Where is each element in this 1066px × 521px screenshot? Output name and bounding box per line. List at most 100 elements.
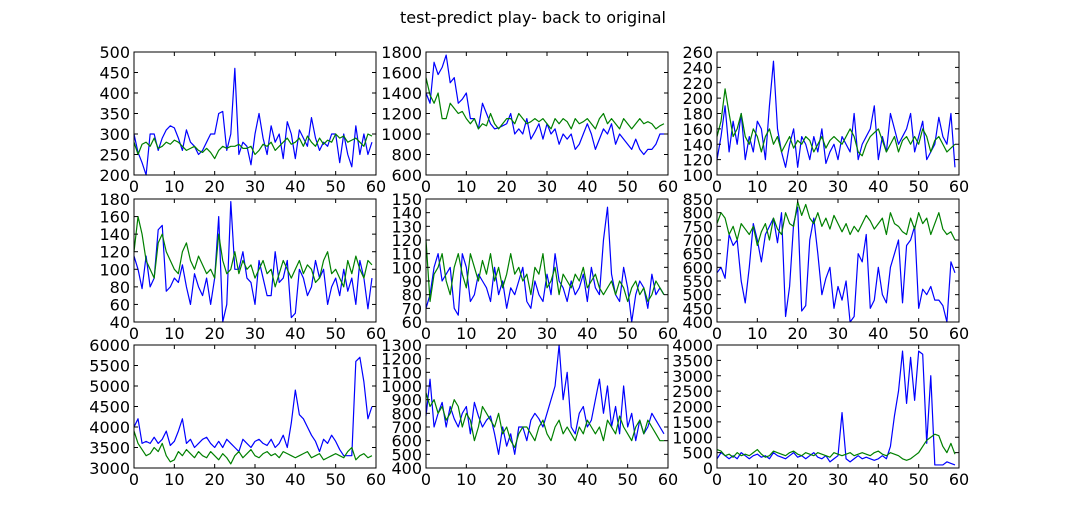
y-tick-label: 120: [99, 243, 130, 262]
y-tick-label: 700: [682, 231, 713, 250]
y-tick-label: 900: [391, 391, 422, 410]
x-tick-label: 60: [658, 177, 678, 196]
y-tick-label: 200: [99, 166, 130, 185]
y-tick-label: 1600: [381, 64, 422, 83]
x-tick-label: 40: [285, 470, 305, 489]
x-tick-label: 0: [421, 470, 431, 489]
series-line-2: [133, 430, 373, 465]
x-tick-label: 50: [325, 177, 345, 196]
y-tick-label: 80: [402, 286, 422, 305]
y-tick-label: 60: [402, 313, 422, 332]
x-tick-label: 50: [325, 470, 345, 489]
axes-frame: [425, 344, 669, 469]
y-tick-label: 70: [402, 299, 422, 318]
x-tick-label: 30: [828, 177, 848, 196]
series-line-1: [133, 201, 373, 323]
y-tick-label: 140: [391, 204, 422, 223]
series-line-2: [716, 433, 956, 461]
y-tick-label: 700: [391, 418, 422, 437]
y-tick-label: 120: [682, 151, 713, 170]
x-tick-label: 60: [366, 324, 386, 343]
y-tick-label: 800: [391, 146, 422, 165]
y-tick-label: 450: [99, 64, 130, 83]
y-tick-label: 180: [682, 105, 713, 124]
y-tick-label: 60: [110, 295, 130, 314]
x-tick-label: 30: [828, 470, 848, 489]
series-line-1: [425, 344, 665, 455]
x-tick-label: 60: [366, 470, 386, 489]
y-tick-label: 4000: [89, 418, 130, 437]
series-line-1: [716, 350, 956, 466]
y-tick-label: 110: [391, 245, 422, 264]
y-tick-label: 1000: [381, 377, 422, 396]
y-tick-label: 100: [682, 166, 713, 185]
x-tick-label: 60: [658, 470, 678, 489]
x-tick-label: 30: [537, 470, 557, 489]
y-tick-label: 1100: [381, 363, 422, 382]
y-tick-label: 650: [682, 245, 713, 264]
y-tick-label: 120: [391, 231, 422, 250]
y-tick-label: 3000: [672, 367, 713, 386]
y-tick-label: 5000: [89, 377, 130, 396]
y-tick-label: 1000: [381, 125, 422, 144]
y-tick-label: 1200: [381, 350, 422, 369]
y-tick-label: 200: [682, 89, 713, 108]
x-tick-label: 30: [537, 324, 557, 343]
series-line-1: [716, 206, 956, 323]
x-tick-label: 30: [245, 324, 265, 343]
x-tick-label: 50: [325, 324, 345, 343]
y-tick-label: 600: [391, 166, 422, 185]
x-tick-label: 20: [496, 324, 516, 343]
y-tick-label: 600: [682, 258, 713, 277]
x-tick-label: 60: [658, 324, 678, 343]
x-tick-label: 40: [577, 470, 597, 489]
series-line-1: [133, 67, 373, 176]
y-tick-label: 160: [682, 120, 713, 139]
x-tick-label: 40: [868, 324, 888, 343]
y-tick-label: 600: [391, 432, 422, 451]
y-tick-label: 40: [110, 313, 130, 332]
x-tick-label: 60: [949, 324, 969, 343]
y-tick-label: 1300: [381, 336, 422, 355]
y-tick-label: 550: [682, 272, 713, 291]
y-tick-label: 3500: [89, 439, 130, 458]
x-tick-label: 20: [496, 470, 516, 489]
x-tick-label: 10: [747, 470, 767, 489]
series-line-2: [425, 77, 665, 130]
x-tick-label: 10: [456, 177, 476, 196]
x-tick-label: 40: [868, 177, 888, 196]
x-tick-label: 50: [908, 324, 928, 343]
y-tick-label: 500: [682, 444, 713, 463]
series-line-1: [716, 60, 956, 168]
x-tick-label: 60: [366, 177, 386, 196]
x-tick-label: 30: [537, 177, 557, 196]
x-tick-label: 10: [164, 470, 184, 489]
x-tick-label: 30: [245, 177, 265, 196]
x-tick-label: 30: [828, 324, 848, 343]
y-tick-label: 1800: [381, 43, 422, 62]
y-tick-label: 90: [402, 272, 422, 291]
x-tick-label: 20: [204, 177, 224, 196]
y-tick-label: 2500: [672, 382, 713, 401]
x-tick-label: 40: [285, 177, 305, 196]
y-tick-label: 5500: [89, 357, 130, 376]
x-tick-label: 40: [285, 324, 305, 343]
x-tick-label: 0: [129, 177, 139, 196]
y-tick-label: 400: [99, 84, 130, 103]
y-tick-label: 3000: [89, 459, 130, 478]
x-tick-label: 50: [908, 177, 928, 196]
y-tick-label: 350: [99, 105, 130, 124]
x-tick-label: 20: [787, 177, 807, 196]
y-tick-label: 4500: [89, 398, 130, 417]
subplot-9: 0 10 20 30 40 50 60050010001500200025003000350…: [672, 336, 969, 489]
y-tick-label: 500: [99, 43, 130, 62]
y-tick-label: 240: [682, 58, 713, 77]
y-tick-label: 400: [682, 313, 713, 332]
figure-title: test-predict play- back to original: [400, 8, 666, 27]
series-line-1: [425, 206, 665, 323]
y-tick-label: 500: [682, 286, 713, 305]
series-line-1: [425, 54, 664, 156]
